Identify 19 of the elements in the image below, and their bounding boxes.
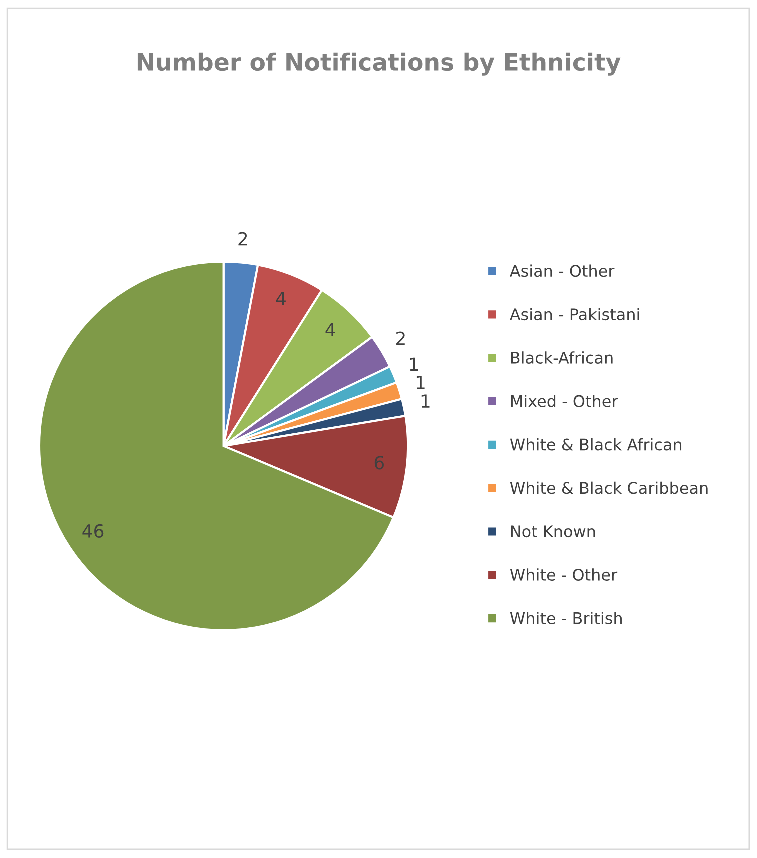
data-label: 2: [238, 232, 248, 246]
data-label: 6: [374, 456, 384, 470]
data-label: 4: [326, 323, 336, 337]
data-label: 1: [410, 358, 418, 372]
legend-label: White & Black African: [510, 438, 682, 451]
legend-label: White - Other: [510, 568, 618, 582]
data-label: 1: [422, 394, 430, 408]
legend-label: White - British: [510, 612, 622, 624]
legend-label: Black-African: [511, 352, 613, 364]
legend-label: Mixed - Other: [511, 395, 618, 408]
data-label: 2: [396, 332, 405, 346]
data-label: 46: [82, 524, 104, 538]
chart-title: Number of Notifications by Ethnicity: [138, 52, 621, 76]
legend-label: Not Known: [511, 526, 596, 538]
data-label: 1: [416, 376, 425, 390]
legend-label: Asian - Pakistani: [510, 308, 640, 321]
data-label: 4: [276, 292, 286, 306]
legend-label: Asian - Other: [510, 264, 615, 278]
legend-label: White & Black Caribbean: [510, 482, 708, 494]
